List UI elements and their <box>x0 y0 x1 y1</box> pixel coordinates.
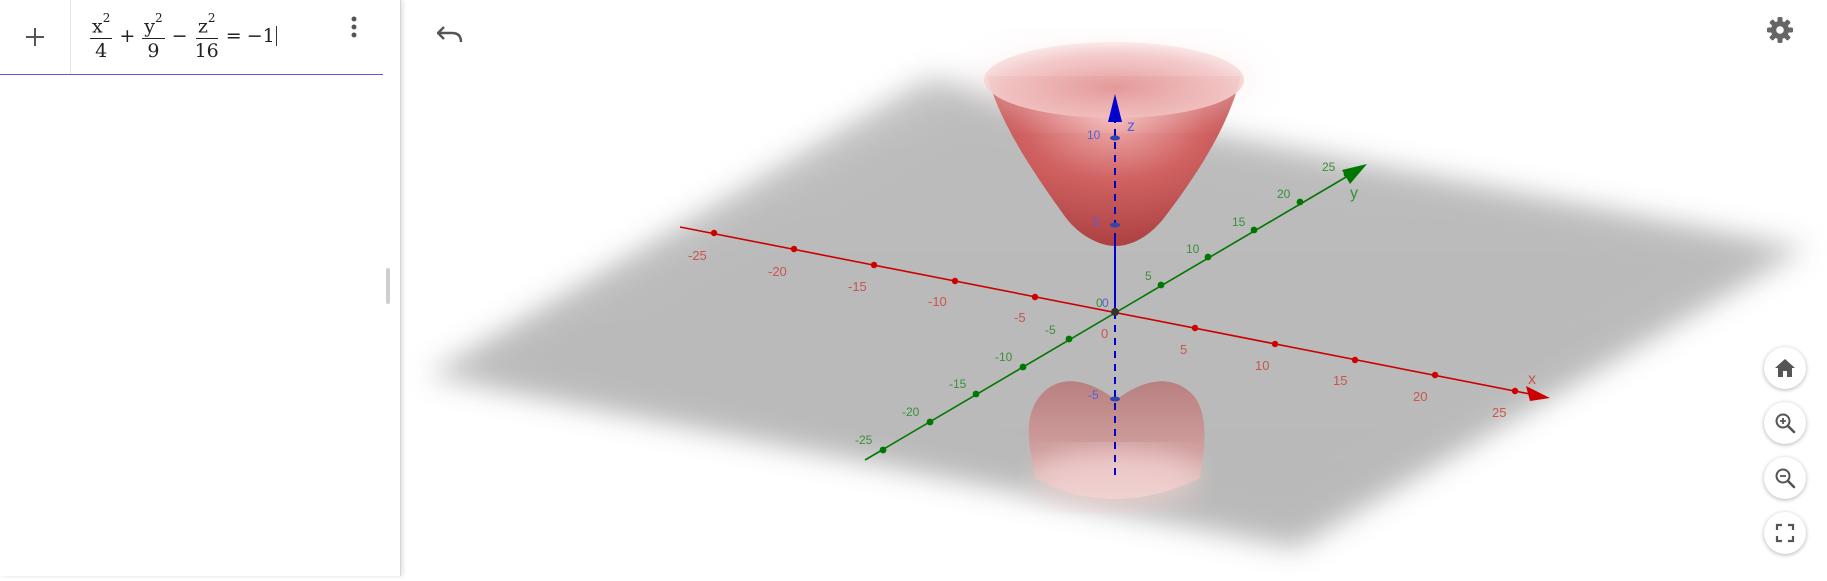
svg-text:15: 15 <box>1232 215 1246 229</box>
svg-text:5: 5 <box>1180 342 1187 357</box>
minus-operator: − <box>171 25 188 47</box>
fullscreen-icon <box>1775 523 1795 543</box>
x-axis-ticks <box>710 229 1519 395</box>
z-axis-ticks <box>1110 135 1120 402</box>
svg-text:-25: -25 <box>688 248 707 263</box>
svg-text:-5: -5 <box>1088 388 1099 402</box>
plus-icon <box>26 28 44 46</box>
more-vertical-icon <box>351 16 357 38</box>
home-icon <box>1775 359 1795 377</box>
z-axis <box>1108 94 1122 312</box>
svg-text:-25: -25 <box>855 433 873 447</box>
expression-row[interactable]: x2 4 + y2 9 − z2 16 = −1 <box>0 0 383 75</box>
hyperboloid-upper-sheet <box>964 36 1264 246</box>
standard-view-button[interactable] <box>1764 347 1806 389</box>
z-axis-labels: 10 5 -5 0 z <box>1087 118 1135 402</box>
expression-input[interactable]: x2 4 + y2 9 − z2 16 = −1 <box>88 8 277 64</box>
svg-text:x: x <box>1528 371 1536 388</box>
svg-text:25: 25 <box>1322 160 1336 174</box>
origin-point <box>1111 308 1119 316</box>
svg-text:15: 15 <box>1333 373 1347 388</box>
svg-text:-10: -10 <box>995 350 1013 364</box>
settings-button[interactable] <box>1762 12 1798 48</box>
svg-text:-20: -20 <box>768 264 787 279</box>
zoom-in-button[interactable] <box>1764 402 1806 444</box>
svg-text:-15: -15 <box>848 279 867 294</box>
zoom-out-icon <box>1775 468 1796 489</box>
svg-text:-10: -10 <box>928 294 947 309</box>
svg-text:20: 20 <box>1277 187 1291 201</box>
svg-text:0: 0 <box>1102 296 1109 310</box>
svg-text:10: 10 <box>1186 242 1200 256</box>
y-axis <box>864 164 1367 461</box>
svg-text:y: y <box>1350 185 1358 202</box>
undo-button[interactable] <box>432 16 468 52</box>
graphics-3d-view[interactable]: -25 -20 -15 -10 -5 5 10 15 20 25 0 x -25… <box>401 0 1827 576</box>
svg-text:25: 25 <box>1492 405 1506 420</box>
svg-text:-5: -5 <box>1045 323 1056 337</box>
plus-operator: + <box>119 25 136 47</box>
svg-text:-15: -15 <box>949 377 967 391</box>
svg-text:5: 5 <box>1145 269 1152 283</box>
hyperboloid-lower-sheet <box>1028 381 1205 508</box>
more-options-button[interactable] <box>342 12 366 42</box>
undo-icon <box>436 26 463 43</box>
x-axis <box>679 226 1550 401</box>
zoom-out-button[interactable] <box>1764 457 1806 499</box>
rhs-value: −1 <box>246 25 275 47</box>
fraction-y: y2 9 <box>142 10 165 63</box>
gear-icon <box>1767 17 1793 43</box>
x-axis-labels: -25 -20 -15 -10 -5 5 10 15 20 25 0 x <box>688 248 1536 420</box>
y-axis-labels: -25 -20 -15 -10 -5 5 10 15 20 25 0 y <box>855 160 1358 447</box>
fraction-z: z2 16 <box>194 10 219 63</box>
svg-text:0: 0 <box>1096 296 1103 310</box>
panel-resize-handle[interactable] <box>386 268 390 304</box>
add-expression-button[interactable] <box>0 0 71 74</box>
zoom-in-icon <box>1775 413 1796 434</box>
svg-text:-5: -5 <box>1014 310 1026 325</box>
text-cursor <box>275 26 277 46</box>
svg-text:20: 20 <box>1413 389 1427 404</box>
svg-text:z: z <box>1127 118 1135 135</box>
svg-text:10: 10 <box>1255 358 1269 373</box>
fraction-x: x2 4 <box>90 10 113 63</box>
fullscreen-button[interactable] <box>1764 512 1806 554</box>
svg-text:10: 10 <box>1087 128 1101 142</box>
svg-text:5: 5 <box>1093 215 1100 229</box>
svg-text:0: 0 <box>1101 326 1108 341</box>
algebra-panel: x2 4 + y2 9 − z2 16 = −1 <box>0 0 401 576</box>
svg-text:-20: -20 <box>902 405 920 419</box>
y-axis-ticks <box>879 170 1351 454</box>
equals-sign: = <box>225 25 242 47</box>
